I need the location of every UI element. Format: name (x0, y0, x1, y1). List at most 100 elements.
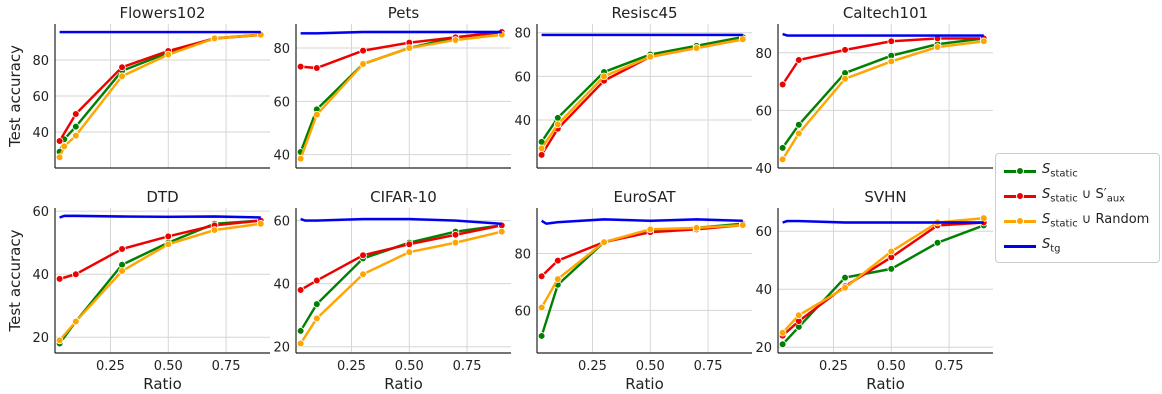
x-tick-label: 0.50 (636, 359, 665, 374)
data-point (887, 247, 896, 256)
data-point (554, 120, 562, 129)
data-point (554, 256, 562, 265)
data-point (118, 245, 126, 253)
y-tick-label: 60 (755, 225, 772, 240)
y-tick-label: 80 (514, 247, 531, 262)
series-line-0 (540, 35, 743, 143)
series-band-2 (541, 223, 743, 310)
series-band-2 (59, 222, 261, 342)
y-tick-label: 80 (514, 27, 531, 42)
data-point (738, 221, 747, 229)
series-band-0 (541, 35, 743, 144)
panel-cifar-10: 20 40 60 CIFAR-10 0.25 0.50 0.75 Ratio (273, 188, 511, 393)
data-point (795, 121, 803, 129)
data-point (451, 36, 460, 44)
panel-title: DTD (146, 188, 178, 206)
series-line-2 (58, 222, 261, 342)
data-point (795, 56, 803, 64)
series-band-0 (782, 36, 984, 150)
series-line-0 (781, 37, 984, 149)
x-tick-label: 0.75 (453, 359, 482, 374)
series-band-0 (59, 33, 261, 154)
data-point (359, 251, 367, 260)
data-point (554, 275, 562, 283)
data-point (778, 155, 787, 164)
data-point (164, 240, 173, 249)
x-tick-label: 0.75 (935, 359, 964, 374)
series-line-3 (782, 219, 984, 224)
y-axis-label: Test accuracy (6, 45, 24, 148)
legend-label-static-random: Sstatic ∪ Random (1042, 212, 1150, 230)
x-axis-label: Ratio (866, 375, 905, 393)
series-line-3 (59, 214, 261, 219)
y-axis-label: Test accuracy (6, 229, 24, 332)
data-point (692, 44, 701, 52)
data-point (72, 131, 80, 140)
series-line-0 (781, 224, 985, 346)
panel-title: CIFAR-10 (370, 188, 437, 206)
series-band-2 (541, 37, 743, 150)
series-band-0 (541, 222, 743, 338)
data-point (72, 122, 80, 131)
data-point (359, 270, 367, 278)
x-axis-label: Ratio (143, 375, 182, 393)
y-tick-label: 20 (755, 341, 772, 356)
y-tick-label: 60 (755, 104, 772, 119)
data-point (537, 272, 546, 281)
data-point (55, 336, 64, 345)
series-line-0 (540, 222, 743, 337)
data-point (451, 238, 460, 247)
data-point (405, 44, 414, 52)
data-point (296, 154, 305, 163)
data-point (451, 230, 460, 239)
data-point (72, 110, 80, 118)
data-point (118, 63, 126, 71)
data-point (778, 340, 787, 349)
data-point (887, 265, 896, 273)
series-line-1 (781, 37, 984, 86)
panel-resisc45: 40 60 80 Resisc45 (514, 4, 752, 169)
series-band-2 (782, 216, 984, 335)
series-line-3 (540, 218, 743, 225)
data-point (118, 72, 126, 80)
series-line-2 (299, 230, 503, 345)
y-tick-label: 80 (32, 54, 49, 69)
series-line-3 (300, 217, 502, 225)
data-point (778, 328, 787, 337)
data-point (795, 311, 803, 320)
y-tick-label: 60 (32, 205, 49, 220)
data-point (313, 300, 321, 308)
data-point (933, 239, 942, 247)
legend-label-static: Sstatic (1042, 162, 1078, 180)
data-point (537, 144, 546, 153)
data-point (600, 238, 608, 246)
panel-title: EuroSAT (613, 188, 676, 206)
series-line-2 (299, 33, 502, 160)
data-point (359, 60, 367, 68)
data-point (55, 137, 64, 145)
panel-dtd: 20 40 60 DTD Test accuracy 0.25 0.50 0.75 Ratio (6, 188, 270, 393)
data-point (296, 62, 305, 71)
series-line-3 (300, 30, 502, 35)
panel-eurosat: 60 80 EuroSAT 0.25 0.50 0.75 Ratio (514, 188, 752, 393)
data-point (887, 37, 896, 46)
x-tick-label: 0.75 (212, 359, 241, 374)
legend-item-static-random: Sstatic ∪ Random (1004, 210, 1162, 232)
data-point (256, 219, 265, 228)
x-tick-label: 0.25 (337, 359, 366, 374)
data-point (72, 270, 80, 278)
x-tick-label: 0.25 (96, 359, 125, 374)
legend-item-static: Sstatic (1004, 160, 1162, 182)
x-axis-label: Ratio (625, 375, 664, 393)
data-point (210, 226, 219, 234)
data-point (497, 227, 506, 236)
series-line-0 (299, 224, 502, 332)
x-tick-label: 0.75 (694, 359, 723, 374)
data-point (646, 52, 655, 61)
x-tick-label: 0.50 (154, 359, 183, 374)
series-band-0 (300, 30, 502, 154)
data-point (164, 50, 173, 59)
data-point (933, 43, 942, 51)
data-point (537, 151, 546, 159)
data-point (795, 129, 803, 138)
